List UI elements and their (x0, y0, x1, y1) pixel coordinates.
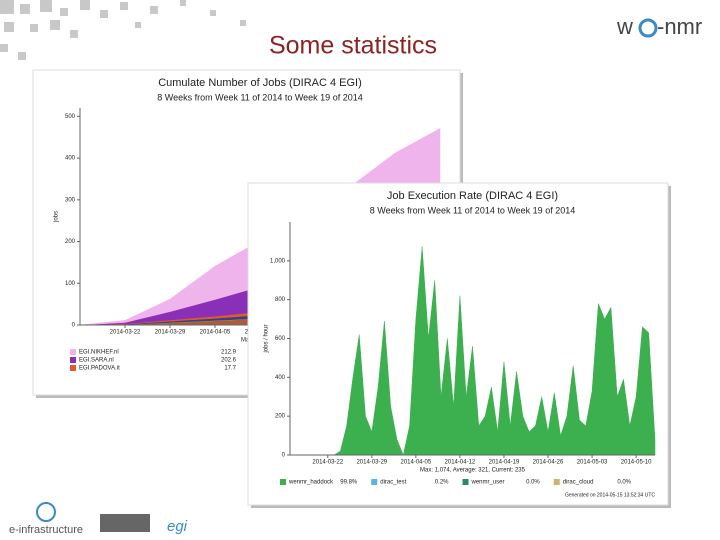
legend-value: 99.8% (340, 480, 358, 486)
y-axis-label: jobs (54, 211, 60, 223)
legend-value: 17.7 (224, 366, 236, 372)
x-tick-label: 2014-05-10 (621, 460, 652, 466)
legend-value: 0.0% (617, 480, 631, 486)
generated-note: Generated on 2014-05-15 13:52:34 UTC (565, 492, 655, 498)
y-tick-label: 200 (275, 414, 286, 420)
y-tick-label: 200 (65, 239, 76, 245)
y-axis-label: jobs / hour (264, 324, 270, 353)
y-tick-label: 400 (275, 375, 286, 381)
legend-label: wenmr_haddock (288, 480, 334, 486)
logo-text: -nmr (657, 14, 702, 39)
legend-value: 212.9 (221, 350, 237, 356)
legend-swatch (70, 365, 76, 371)
legend-swatch (462, 479, 469, 485)
legend-swatch (70, 357, 76, 363)
legend-label: EGI.PADOVA.it (79, 366, 120, 372)
legend-value: 0.0% (526, 480, 540, 486)
x-tick-label: 2014-03-22 (312, 460, 343, 466)
y-tick-label: 300 (65, 197, 76, 203)
legend-label: wenmr_user (471, 480, 505, 486)
chart-subtitle: 8 Weeks from Week 11 of 2014 to Week 19 … (370, 205, 575, 215)
y-tick-label: 1,000 (270, 258, 286, 264)
legend-swatch (70, 349, 76, 355)
x-tick-label: 2014-05-03 (577, 460, 608, 466)
x-tick-label: 2014-03-29 (155, 330, 186, 336)
x-tick-label: 2014-04-12 (445, 460, 476, 466)
legend-label: dirac_test (380, 480, 406, 486)
chart-title: Job Execution Rate (DIRAC 4 EGI) (387, 190, 558, 202)
y-tick-label: 400 (65, 156, 76, 162)
chart-subtitle: 8 Weeks from Week 11 of 2014 to Week 19 … (157, 92, 362, 102)
charts: Cumulate Number of Jobs (DIRAC 4 EGI) 8 W… (32, 69, 671, 508)
y-tick-label: 0 (72, 323, 76, 329)
y-tick-label: 100 (65, 281, 76, 287)
x-tick-label: 2014-03-22 (110, 330, 141, 336)
legend-label: EGI.SARA.nl (79, 358, 114, 364)
legend-swatch (371, 479, 378, 485)
x-tick-label: 2014-03-29 (356, 460, 387, 466)
legend-value: 202.6 (221, 358, 237, 364)
footer-logo: e-infrastructure (9, 524, 83, 536)
legend-swatch (280, 479, 286, 485)
logo-icon (100, 514, 150, 532)
y-tick-label: 800 (275, 297, 286, 303)
logo-icon (36, 502, 56, 522)
logo-icon (638, 18, 658, 38)
chart-title: Cumulate Number of Jobs (DIRAC 4 EGI) (158, 77, 362, 89)
y-tick-label: 0 (282, 453, 286, 459)
chart-footer: Max: 1,074, Average: 321, Current: 235 (420, 468, 526, 474)
footer-logo: egi (167, 518, 188, 535)
legend-label: dirac_cloud (563, 480, 594, 486)
y-tick-label: 600 (275, 336, 286, 342)
slide-title: Some statistics (269, 32, 437, 60)
legend-label: EGI.NIKHEF.nl (79, 350, 119, 356)
legend-swatch (553, 479, 560, 485)
x-tick-label: 2014-04-05 (200, 330, 231, 336)
y-tick-label: 500 (65, 114, 76, 120)
legend-value: 0.2% (435, 480, 449, 486)
x-tick-label: 2014-04-26 (533, 460, 564, 466)
logo-text: w (616, 14, 633, 39)
x-tick-label: 2014-04-05 (401, 460, 432, 466)
x-tick-label: 2014-04-19 (489, 460, 520, 466)
corner-pattern (0, 0, 246, 60)
